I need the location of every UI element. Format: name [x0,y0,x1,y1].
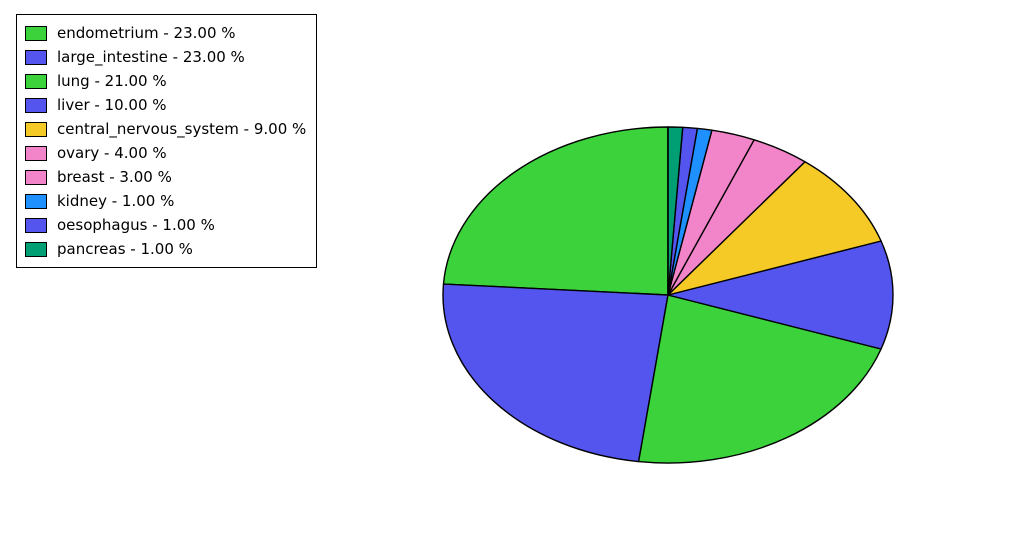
legend-swatch-lung [25,74,47,89]
legend: endometrium - 23.00 % large_intestine - 2… [16,14,317,268]
legend-item-central_nervous_system: central_nervous_system - 9.00 % [25,117,306,141]
legend-label-central_nervous_system: central_nervous_system - 9.00 % [57,120,306,138]
legend-swatch-endometrium [25,26,47,41]
legend-item-oesophagus: oesophagus - 1.00 % [25,213,306,237]
legend-label-ovary: ovary - 4.00 % [57,144,167,162]
legend-label-pancreas: pancreas - 1.00 % [57,240,193,258]
legend-item-ovary: ovary - 4.00 % [25,141,306,165]
legend-swatch-kidney [25,194,47,209]
legend-item-breast: breast - 3.00 % [25,165,306,189]
legend-swatch-oesophagus [25,218,47,233]
pie-chart [437,121,899,469]
legend-item-kidney: kidney - 1.00 % [25,189,306,213]
legend-swatch-breast [25,170,47,185]
legend-label-liver: liver - 10.00 % [57,96,167,114]
legend-label-breast: breast - 3.00 % [57,168,172,186]
legend-label-endometrium: endometrium - 23.00 % [57,24,236,42]
pie-svg [437,121,899,469]
legend-item-liver: liver - 10.00 % [25,93,306,117]
pie-slice-large_intestine [443,284,668,462]
legend-item-large_intestine: large_intestine - 23.00 % [25,45,306,69]
legend-label-kidney: kidney - 1.00 % [57,192,174,210]
figure: { "canvas": { "width": 1013, "height": 5… [0,0,1013,538]
legend-label-large_intestine: large_intestine - 23.00 % [57,48,245,66]
legend-label-oesophagus: oesophagus - 1.00 % [57,216,215,234]
legend-swatch-pancreas [25,242,47,257]
legend-item-lung: lung - 21.00 % [25,69,306,93]
legend-swatch-central_nervous_system [25,122,47,137]
pie-slice-endometrium [443,127,668,295]
legend-item-endometrium: endometrium - 23.00 % [25,21,306,45]
legend-item-pancreas: pancreas - 1.00 % [25,237,306,261]
legend-swatch-ovary [25,146,47,161]
legend-swatch-large_intestine [25,50,47,65]
legend-label-lung: lung - 21.00 % [57,72,167,90]
legend-swatch-liver [25,98,47,113]
